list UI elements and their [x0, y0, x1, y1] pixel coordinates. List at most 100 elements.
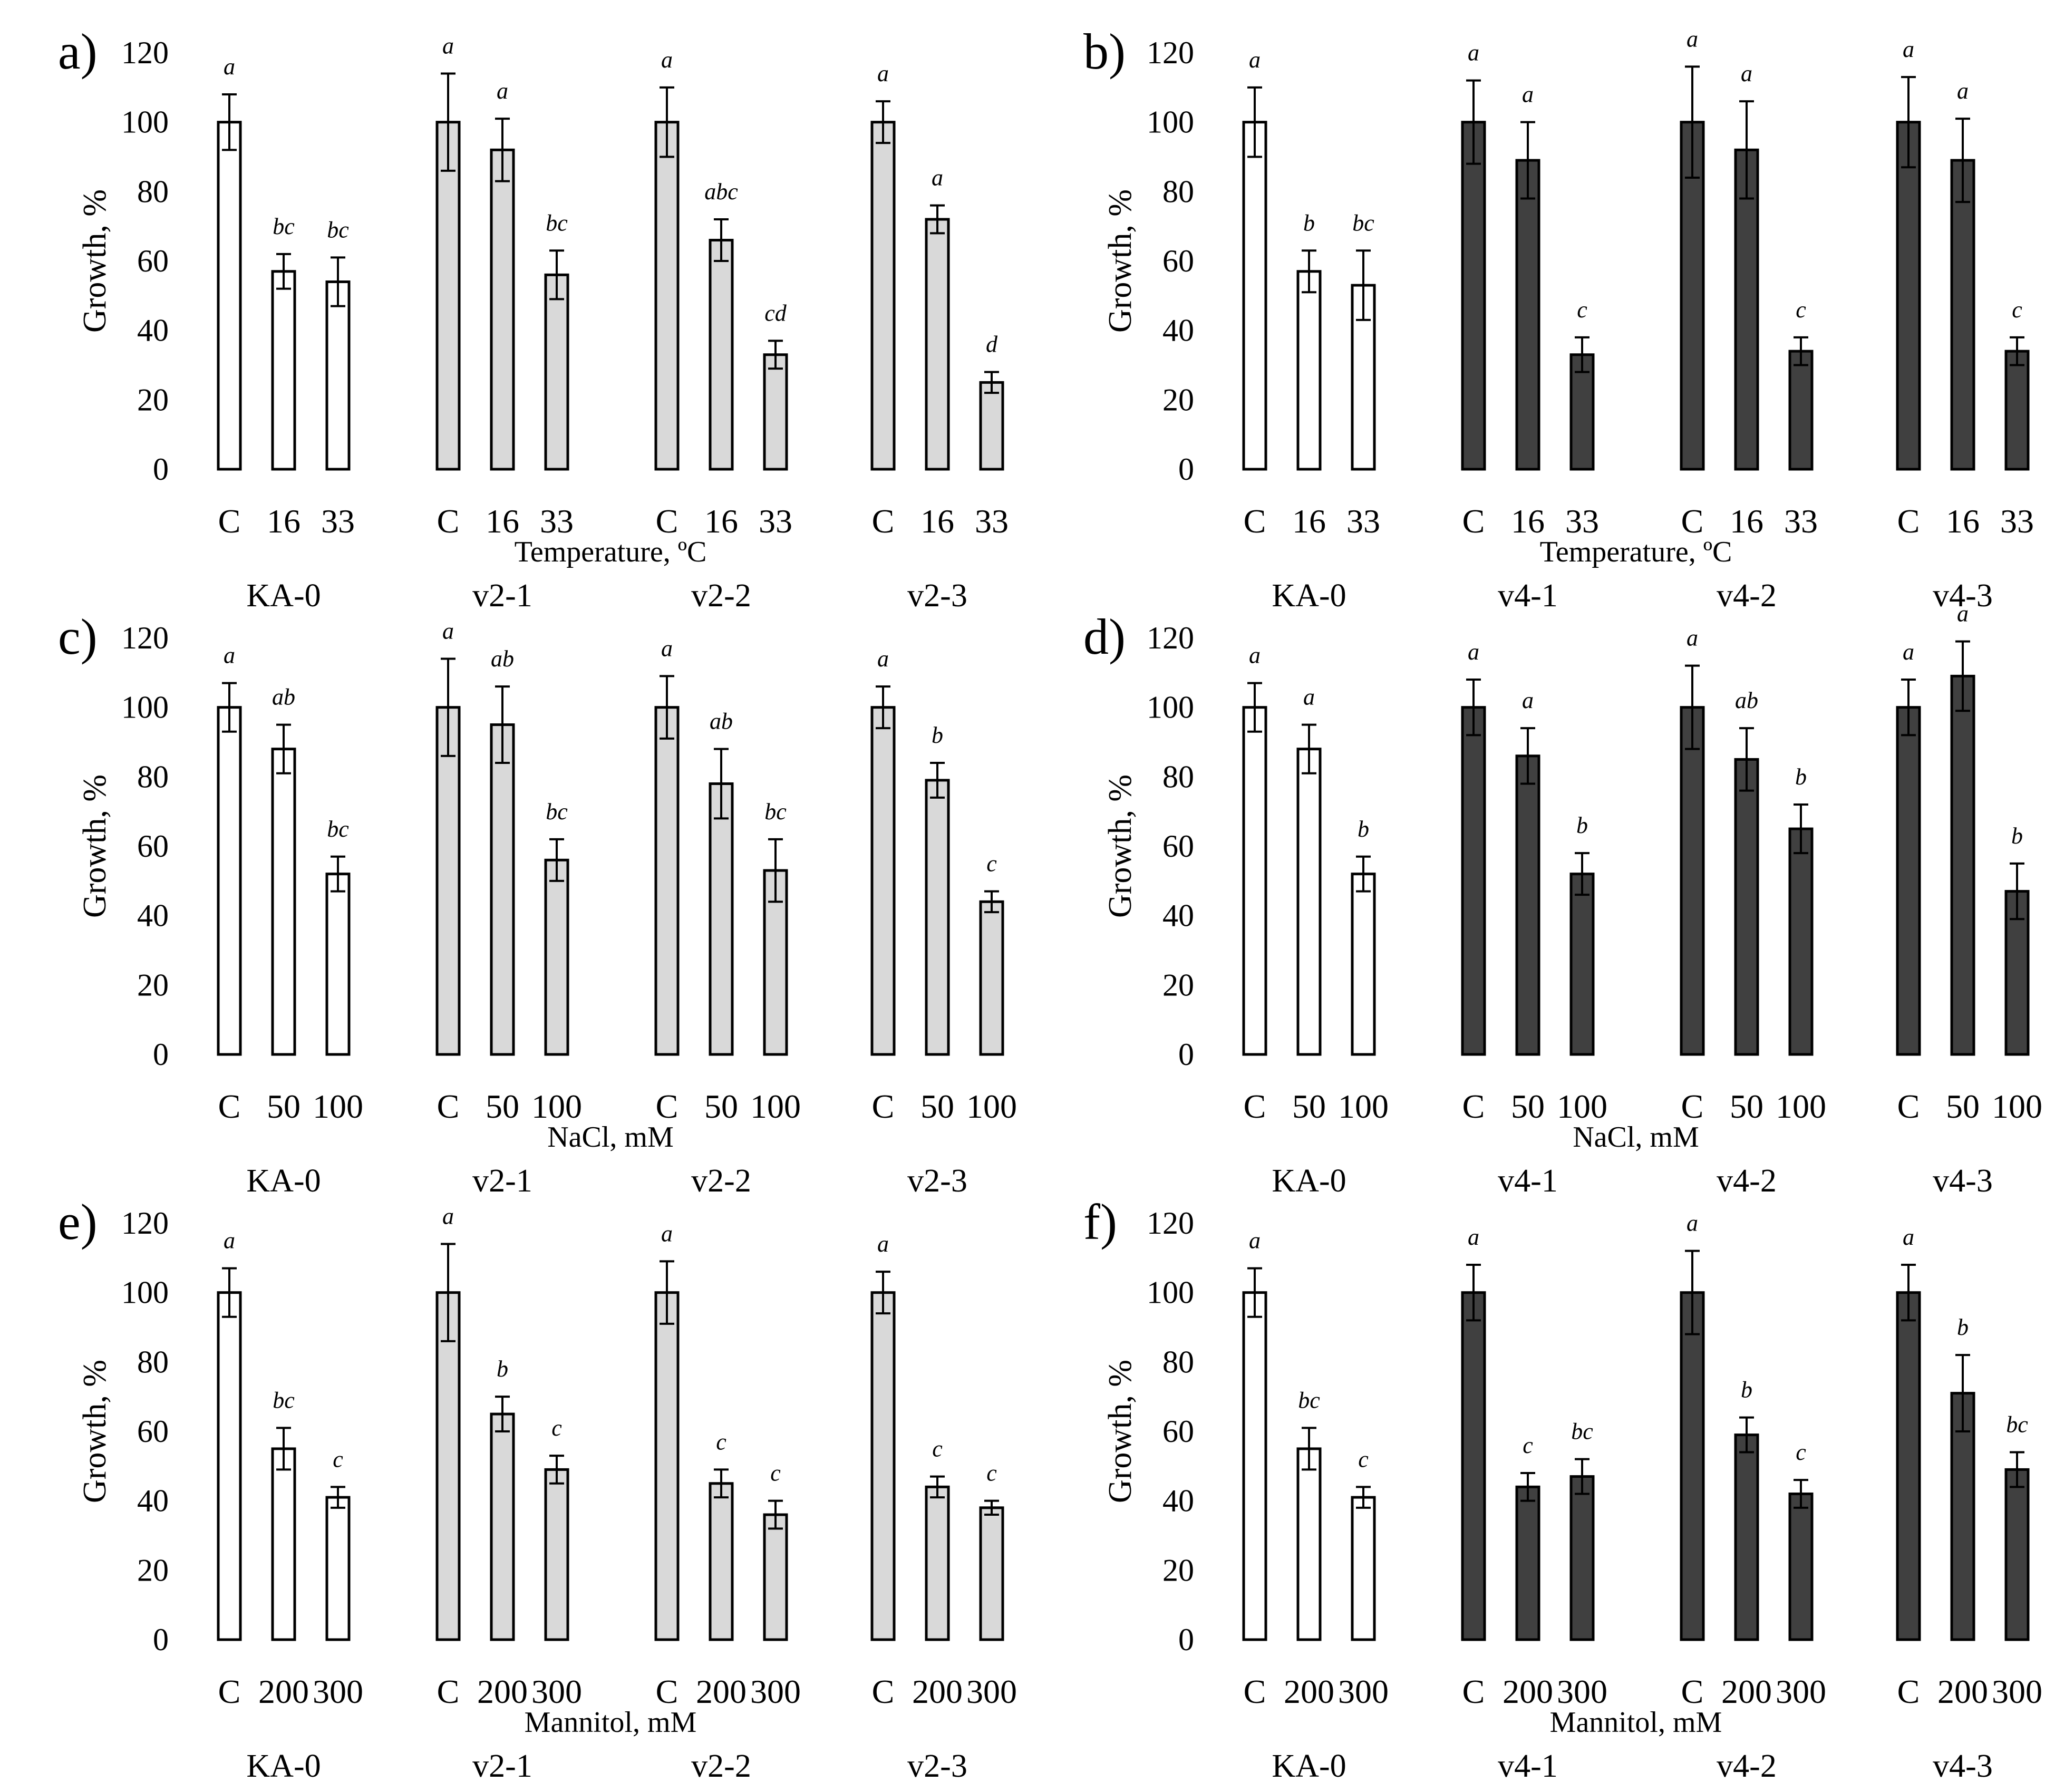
y-tick-label: 40	[137, 313, 169, 348]
x-category-label: 100	[966, 1088, 1017, 1125]
y-tick-label: 80	[1162, 1344, 1194, 1379]
bar	[435, 1291, 461, 1641]
panel-label: f)	[1083, 1194, 1117, 1250]
significance-letter: c	[716, 1429, 726, 1455]
y-tick-label: 60	[1162, 244, 1194, 278]
significance-letter: a	[1957, 78, 1969, 104]
x-category-label: 16	[704, 502, 738, 540]
bar	[1788, 1493, 1814, 1641]
group-label: v2-3	[907, 1163, 967, 1199]
panel-label: c)	[58, 608, 98, 665]
x-category-label: 300	[1338, 1673, 1389, 1710]
bar	[217, 121, 242, 471]
significance-letter: a	[1249, 643, 1261, 669]
bar	[1515, 754, 1540, 1056]
group-label: v4-1	[1498, 578, 1558, 614]
bar	[925, 218, 950, 471]
x-category-label: C	[1244, 502, 1266, 540]
y-tick-label: 100	[121, 1275, 169, 1310]
bar	[709, 782, 734, 1056]
significance-letter: a	[442, 618, 454, 644]
x-category-label: 33	[1565, 502, 1599, 540]
x-category-label: 16	[1292, 502, 1326, 540]
x-category-label: 100	[1992, 1088, 2042, 1125]
bar	[654, 121, 680, 471]
x-axis-title: Temperature, ºC	[1540, 536, 1732, 568]
group-label: v2-2	[691, 1163, 751, 1199]
x-category-label: C	[1681, 502, 1704, 540]
group-label: v2-2	[691, 1748, 751, 1784]
bar	[925, 1485, 950, 1641]
x-category-label: 50	[920, 1088, 954, 1125]
x-category-label: C	[437, 1088, 460, 1125]
significance-letter: c	[1577, 297, 1587, 323]
group-label: v4-1	[1498, 1163, 1558, 1199]
significance-letter: bc	[1352, 210, 1374, 236]
bar	[1242, 1291, 1267, 1641]
group-label: KA-0	[1272, 1748, 1346, 1784]
group-label: v2-3	[907, 1748, 967, 1784]
x-category-label: 300	[1776, 1673, 1826, 1710]
significance-letter: a	[1741, 61, 1752, 86]
x-category-label: 50	[486, 1088, 519, 1125]
x-category-label: C	[1897, 1088, 1920, 1125]
x-category-label: C	[656, 1088, 679, 1125]
bar	[325, 873, 351, 1056]
significance-letter: a	[224, 54, 235, 80]
bar	[1296, 270, 1322, 471]
y-tick-label: 0	[153, 1622, 169, 1657]
bar	[1734, 1433, 1759, 1641]
significance-letter: a	[1522, 687, 1534, 713]
x-category-label: C	[437, 1673, 460, 1710]
bar	[1788, 827, 1814, 1056]
x-category-label: 16	[486, 502, 519, 540]
bar	[1569, 873, 1595, 1056]
significance-letter: a	[1903, 36, 1914, 62]
y-tick-label: 0	[1178, 452, 1194, 487]
x-category-label: 100	[1776, 1088, 1826, 1125]
y-tick-label: 80	[137, 1344, 169, 1379]
significance-letter: ab	[1735, 687, 1758, 713]
significance-letter: c	[2012, 297, 2022, 323]
bar	[1680, 706, 1705, 1056]
bar	[1680, 1291, 1705, 1641]
significance-letter: c	[932, 1436, 943, 1462]
bar	[1296, 748, 1322, 1056]
significance-letter: bc	[546, 799, 568, 825]
y-tick-label: 120	[1147, 35, 1194, 70]
bar	[544, 273, 569, 471]
y-tick-label: 100	[1147, 690, 1194, 725]
y-axis-title: Growth, %	[1102, 189, 1138, 333]
significance-letter: a	[1468, 639, 1479, 665]
x-category-label: C	[1462, 502, 1485, 540]
bar	[1896, 121, 1921, 471]
bar	[217, 1291, 242, 1641]
bar	[1680, 121, 1705, 471]
significance-letter: d	[986, 332, 998, 357]
y-tick-label: 120	[121, 35, 169, 70]
bar	[1896, 706, 1921, 1056]
x-category-label: 200	[1721, 1673, 1772, 1710]
y-tick-label: 20	[137, 382, 169, 417]
y-tick-label: 0	[1178, 1622, 1194, 1657]
bar	[435, 121, 461, 471]
bar	[1461, 121, 1486, 471]
y-tick-label: 40	[1162, 313, 1194, 348]
significance-letter: a	[877, 61, 889, 86]
bar	[1351, 1496, 1376, 1641]
significance-letter: a	[1687, 1210, 1698, 1236]
x-category-label: 16	[1730, 502, 1763, 540]
x-axis-title: Temperature, ºC	[515, 536, 707, 568]
significance-letter: a	[1249, 1228, 1261, 1254]
y-tick-label: 120	[1147, 621, 1194, 655]
x-category-label: 200	[1937, 1673, 1988, 1710]
x-category-label: 33	[975, 502, 1009, 540]
y-tick-label: 0	[1178, 1037, 1194, 1072]
bar	[654, 706, 680, 1056]
significance-letter: ab	[491, 646, 514, 672]
group-label: v4-3	[1933, 1748, 1993, 1784]
significance-letter: a	[1468, 1224, 1479, 1250]
